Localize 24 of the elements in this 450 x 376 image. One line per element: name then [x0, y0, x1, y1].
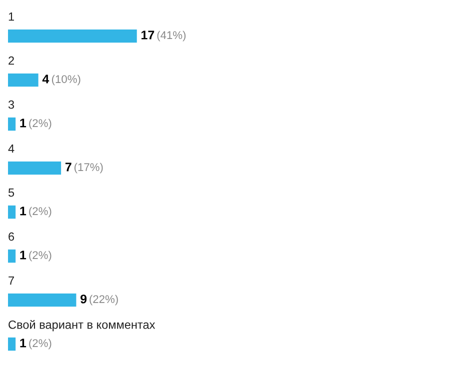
bar — [8, 293, 76, 307]
data-label: 9 (22%) — [80, 294, 118, 306]
bar — [8, 117, 16, 131]
data-label: 1 (2%) — [20, 118, 52, 130]
bar — [8, 249, 16, 263]
bar — [8, 73, 38, 87]
y-tick-label: 3 — [8, 100, 14, 109]
data-label: 4 (10%) — [42, 74, 80, 86]
data-label: 1 (2%) — [20, 206, 52, 218]
y-tick-label: 7 — [8, 276, 14, 285]
data-label: 7 (17%) — [65, 162, 103, 174]
data-label: 17 (41%) — [142, 30, 186, 42]
y-tick-label: 4 — [8, 144, 14, 153]
y-tick-label: 6 — [8, 232, 14, 241]
data-label: 1 (2%) — [20, 338, 52, 350]
y-tick-label: 1 — [8, 12, 14, 21]
y-tick-label: 5 — [8, 188, 14, 197]
y-tick-label: Свой вариант в комментах — [8, 320, 156, 332]
y-tick-label: 2 — [8, 56, 14, 65]
data-label: 1 (2%) — [20, 250, 52, 262]
bar — [8, 205, 16, 219]
bar — [8, 29, 137, 43]
bar — [8, 161, 62, 175]
bar — [8, 337, 16, 351]
